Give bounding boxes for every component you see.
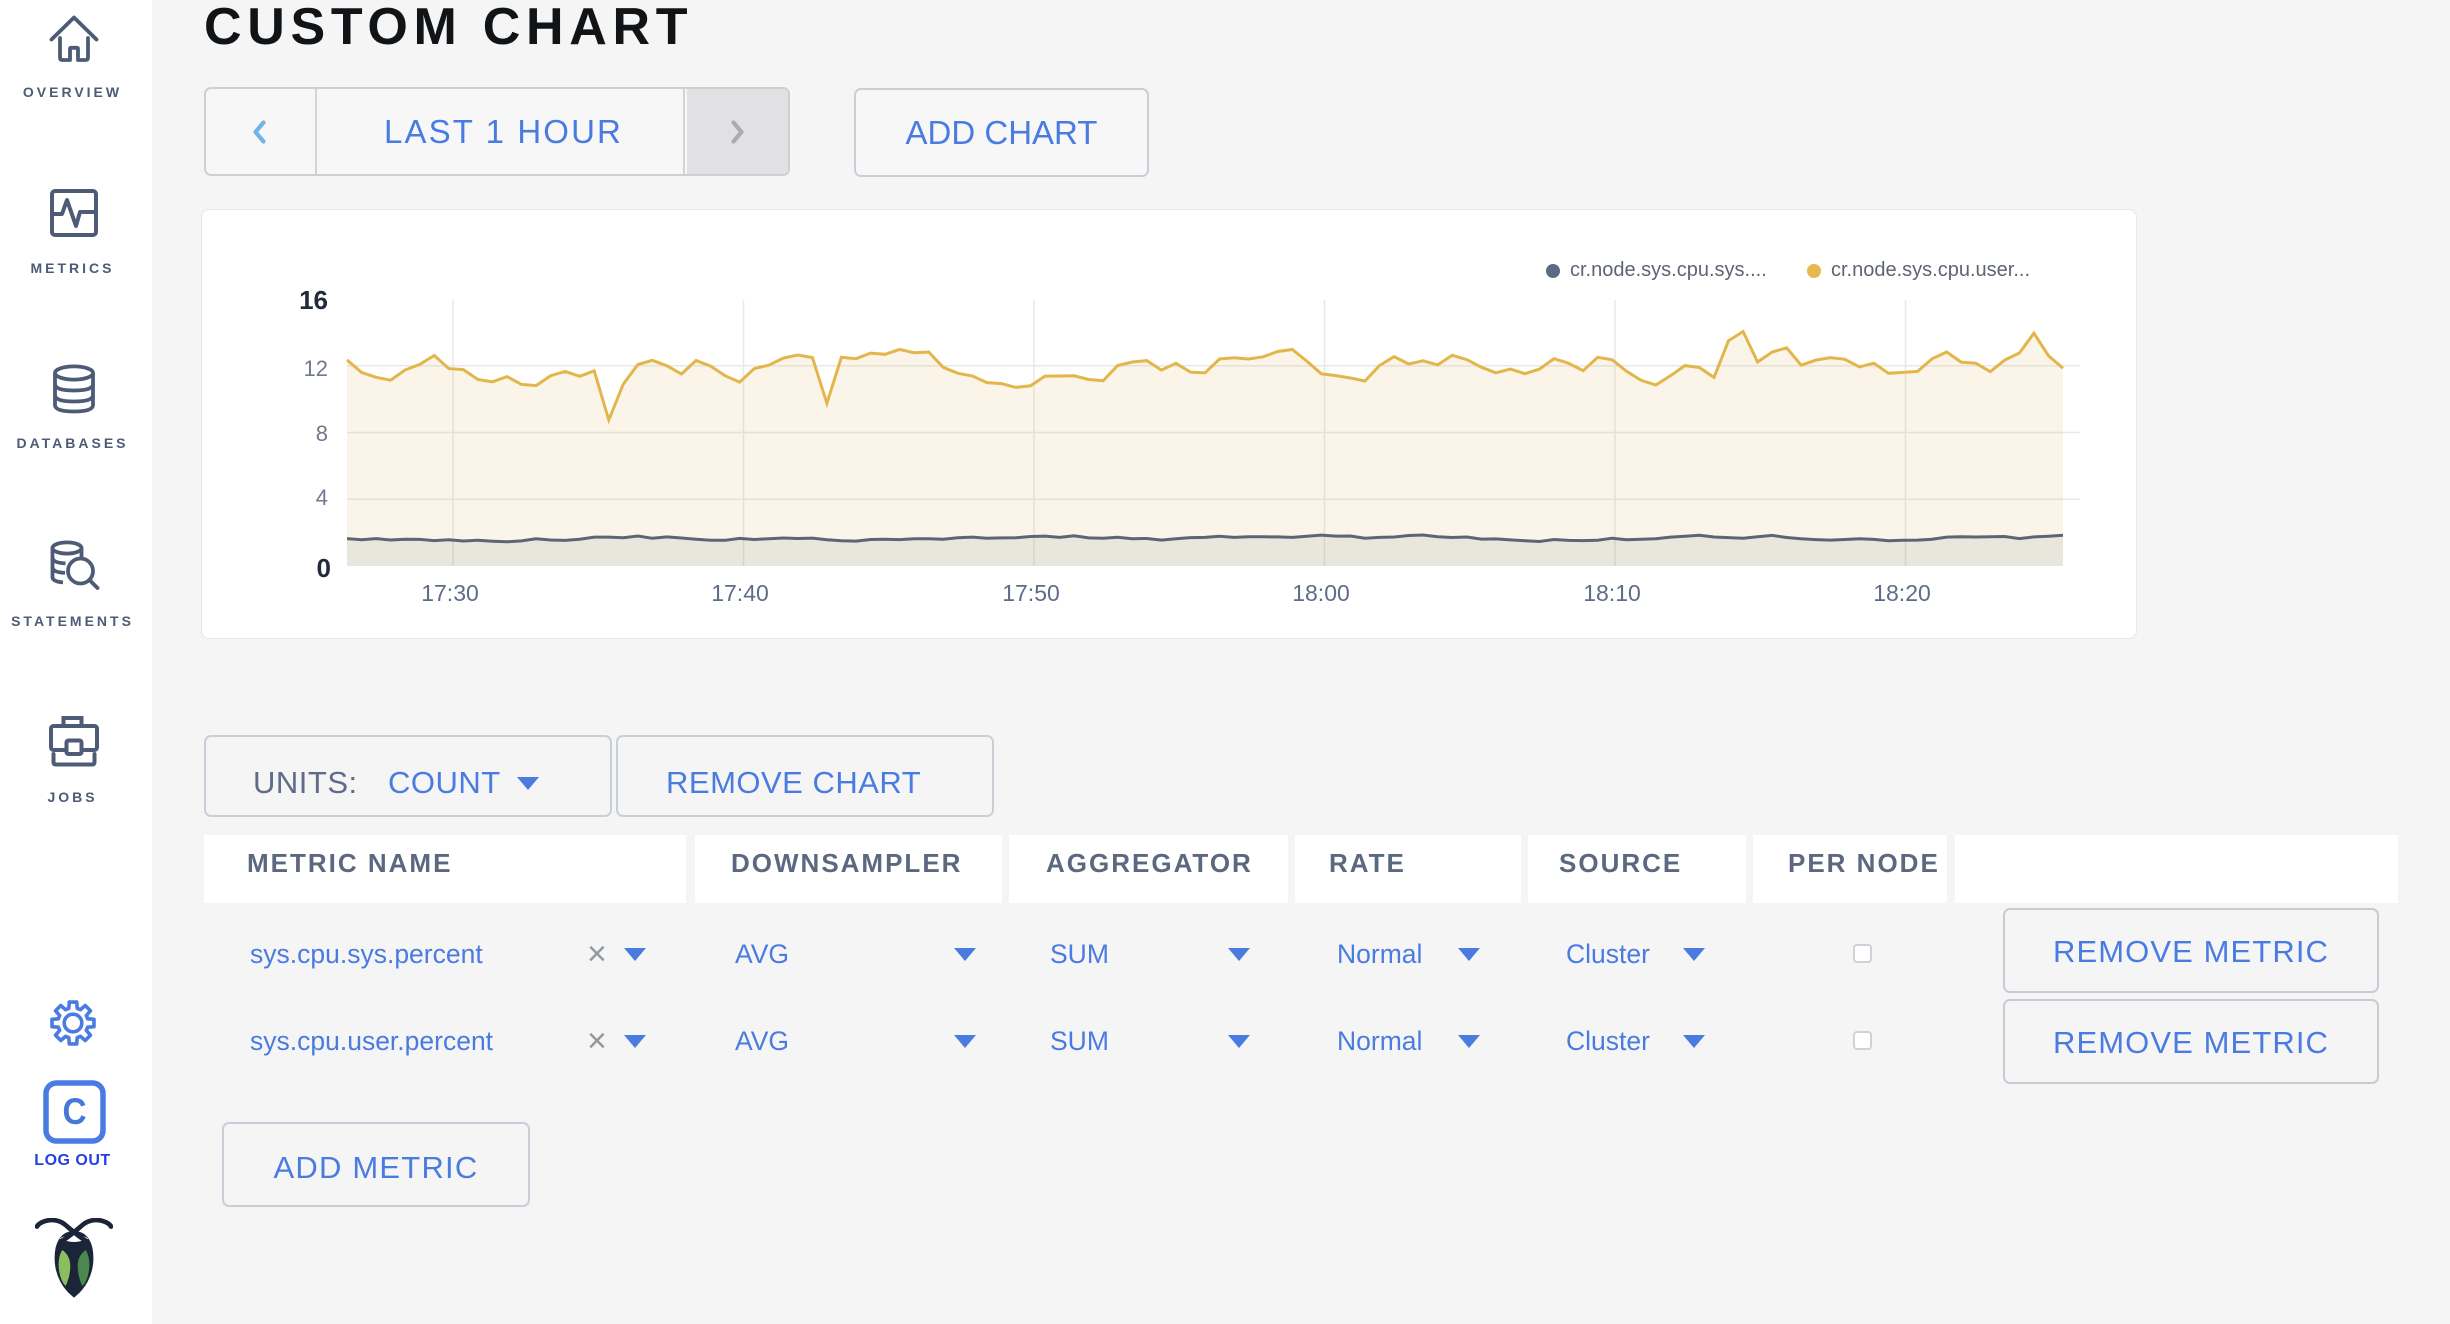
- svg-text:16: 16: [299, 285, 328, 315]
- svg-text:8: 8: [316, 421, 328, 446]
- svg-text:18:20: 18:20: [1873, 580, 1931, 606]
- svg-text:17:30: 17:30: [421, 580, 479, 606]
- svg-text:18:10: 18:10: [1583, 580, 1641, 606]
- svg-text:0: 0: [317, 553, 331, 583]
- svg-text:4: 4: [316, 485, 328, 510]
- svg-text:12: 12: [304, 356, 328, 381]
- svg-text:C: C: [63, 1091, 87, 1132]
- svg-text:18:00: 18:00: [1292, 580, 1350, 606]
- svg-text:17:40: 17:40: [711, 580, 769, 606]
- svg-text:17:50: 17:50: [1002, 580, 1060, 606]
